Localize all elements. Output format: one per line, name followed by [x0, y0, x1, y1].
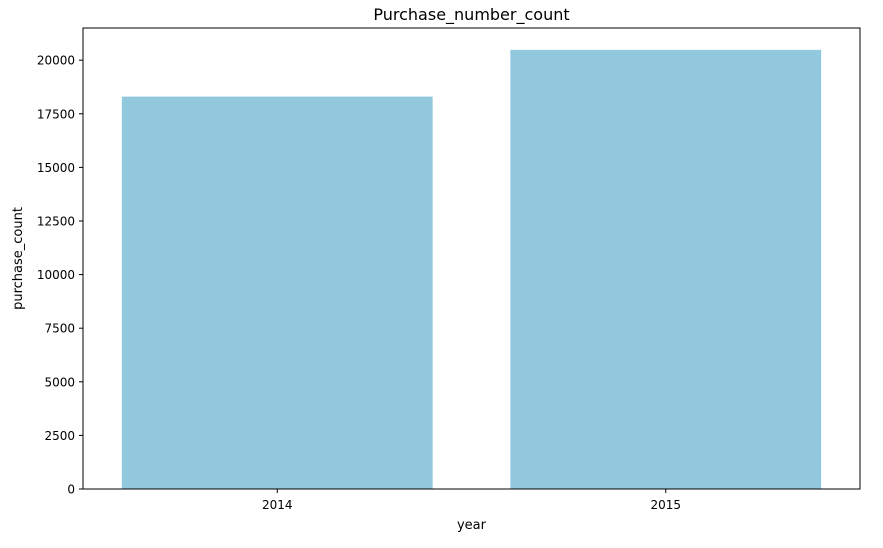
plot-frame [82, 27, 861, 490]
y-tick-label: 20000 [37, 54, 75, 68]
y-tick-label: 10000 [37, 268, 75, 282]
x-axis-label: year [457, 518, 487, 533]
x-tick-label: 2015 [650, 498, 681, 512]
y-tick-label: 5000 [44, 375, 75, 389]
x-axis: 2014 2015 [262, 489, 681, 512]
y-axis: 0 2500 5000 7500 10000 12500 15000 17500 20000 [37, 54, 83, 497]
y-tick-label: 2500 [44, 429, 75, 443]
x-tick-label: 2014 [262, 498, 293, 512]
chart-title: Purchase_number_count [373, 5, 569, 25]
y-tick-label: 0 [67, 483, 75, 497]
y-tick-label: 7500 [44, 322, 75, 336]
y-tick-label: 15000 [37, 161, 75, 175]
bar-2014 [121, 96, 433, 489]
bar-2015 [510, 49, 822, 489]
y-tick-label: 17500 [37, 107, 75, 121]
y-tick-label: 12500 [37, 214, 75, 228]
y-axis-label: purchase_count [11, 207, 26, 310]
bars-layer [121, 49, 822, 489]
